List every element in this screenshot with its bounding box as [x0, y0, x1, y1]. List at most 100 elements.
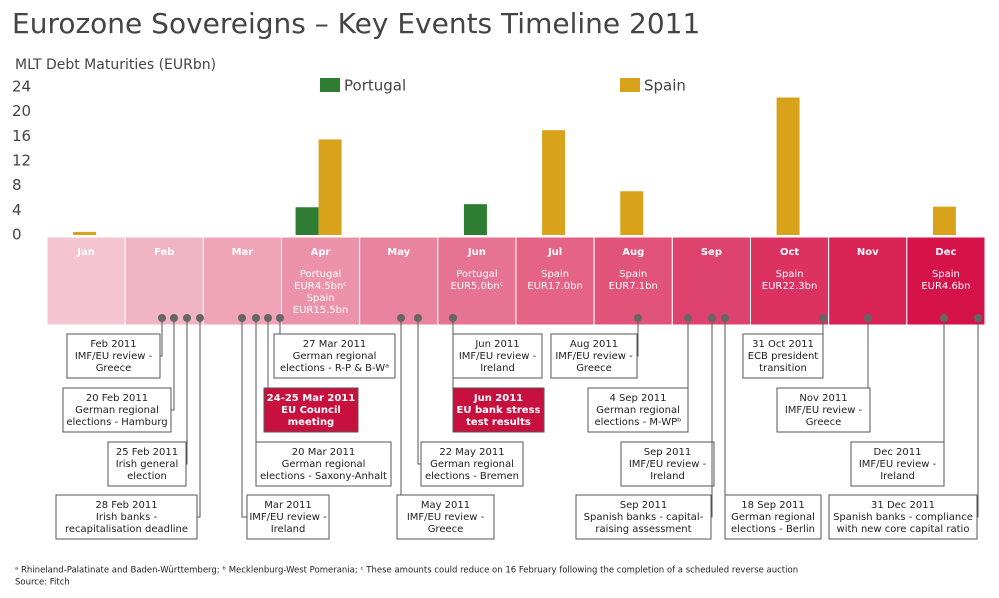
- event-text: elections - Hamburg: [66, 417, 167, 428]
- event-text: 22 May 2011: [439, 447, 504, 458]
- connector: [417, 318, 421, 465]
- event-text: election: [127, 471, 167, 482]
- event-dot: [974, 314, 982, 322]
- event-text: 28 Feb 2011: [95, 500, 157, 511]
- month-cell: [906, 236, 986, 326]
- band-note: Spain: [307, 293, 335, 304]
- event-text: 18 Sep 2011: [741, 500, 804, 511]
- event-text: 20 Mar 2011: [292, 447, 355, 458]
- month-label: Mar: [232, 247, 254, 258]
- month-cell: [46, 236, 126, 326]
- event-text: IMF/EU review -: [555, 351, 633, 362]
- event-text: elections - M-WPᵇ: [595, 417, 682, 428]
- event-text: Irish general: [116, 459, 179, 470]
- month-cell: [593, 236, 673, 326]
- event-dot: [158, 314, 166, 322]
- month-label: Jul: [547, 247, 562, 258]
- event-box: [452, 333, 543, 379]
- month-label: May: [387, 247, 410, 258]
- band-note: EUR7.1bn: [609, 281, 658, 292]
- connector: [197, 318, 201, 518]
- y-tick-label: 16: [12, 127, 31, 145]
- month-label: Feb: [154, 247, 174, 258]
- bar: [318, 139, 342, 235]
- event-dot: [170, 314, 178, 322]
- band-note: Portugal: [300, 269, 341, 280]
- event-box: [724, 494, 822, 540]
- y-tick-label: 4: [12, 201, 22, 219]
- event-text: Sep 2011: [644, 447, 691, 458]
- event-text: EU Council: [281, 405, 341, 416]
- month-cell: [281, 236, 361, 326]
- event-text: EU bank stress: [457, 405, 541, 416]
- legend-label: Portugal: [344, 77, 406, 95]
- event-text: elections - Saxony-Anhalt: [260, 471, 387, 482]
- month-label: Oct: [780, 247, 799, 258]
- event-text: test results: [466, 417, 531, 428]
- event-text: elections - Berlin: [731, 524, 815, 535]
- event-text: IMF/EU review -: [785, 405, 863, 416]
- event-box: [776, 387, 871, 433]
- event-text: Sep 2011: [620, 500, 667, 511]
- event-dot: [183, 314, 191, 322]
- event-dot: [449, 314, 457, 322]
- event-text: Ireland: [271, 524, 306, 535]
- event-text: recapitalisation deadline: [65, 524, 188, 535]
- event-box: [107, 441, 187, 487]
- event-text: with new core capital ratio: [837, 524, 970, 535]
- event-text: IMF/EU review -: [629, 459, 707, 470]
- event-box: [396, 494, 495, 540]
- bar: [932, 206, 956, 235]
- event-box: [742, 333, 824, 379]
- band-note: Portugal: [456, 269, 497, 280]
- event-text: meeting: [288, 417, 334, 428]
- event-text: German regional: [430, 459, 514, 470]
- y-tick-label: 0: [12, 226, 22, 244]
- event-text: Jun 2011: [474, 339, 519, 350]
- month-cell: [437, 236, 517, 326]
- month-label: Apr: [311, 247, 331, 258]
- event-text: German regional: [731, 512, 815, 523]
- event-box: [255, 441, 392, 487]
- event-text: Spanish banks - compliance: [833, 512, 973, 523]
- event-text: Nov 2011: [799, 393, 847, 404]
- band-note: EUR22.3bn: [762, 281, 818, 292]
- event-box: [587, 387, 689, 433]
- event-text: Spanish banks - capital-: [584, 512, 704, 523]
- event-text: Mar 2011: [264, 500, 312, 511]
- event-box: [850, 441, 945, 487]
- event-text: IMF/EU review -: [859, 459, 937, 470]
- band-note: EUR4.6bn: [921, 281, 970, 292]
- footnote: ᵃ Rhineland-Palatinate and Baden-Württem…: [15, 566, 798, 576]
- y-tick-label: 20: [12, 102, 31, 120]
- event-dot: [684, 314, 692, 322]
- event-text: German regional: [282, 459, 366, 470]
- month-label: Nov: [857, 247, 879, 258]
- event-text: 4 Sep 2011: [609, 393, 666, 404]
- bar: [620, 191, 644, 235]
- bar: [73, 231, 97, 235]
- event-dot: [196, 314, 204, 322]
- bar: [463, 204, 487, 235]
- band-note: Spain: [776, 269, 804, 280]
- band-note: Spain: [619, 269, 647, 280]
- event-text: Dec 2011: [874, 447, 922, 458]
- event-box: [62, 387, 172, 433]
- event-text: Jun 2011: [473, 393, 523, 404]
- legend-label: Spain: [644, 77, 686, 95]
- bar: [542, 130, 566, 235]
- y-tick-label: 24: [12, 78, 31, 96]
- event-text: Greece: [576, 363, 612, 374]
- legend-swatch: [320, 78, 340, 92]
- event-dot: [238, 314, 246, 322]
- event-dot: [397, 314, 405, 322]
- event-text: Ireland: [880, 471, 915, 482]
- bar: [776, 97, 800, 235]
- event-box: [452, 387, 545, 433]
- event-text: IMF/EU review -: [459, 351, 537, 362]
- event-text: IMF/EU review -: [407, 512, 485, 523]
- event-text: Aug 2011: [570, 339, 618, 350]
- month-cell: [750, 236, 830, 326]
- bar: [295, 207, 319, 235]
- month-label: Dec: [935, 247, 956, 258]
